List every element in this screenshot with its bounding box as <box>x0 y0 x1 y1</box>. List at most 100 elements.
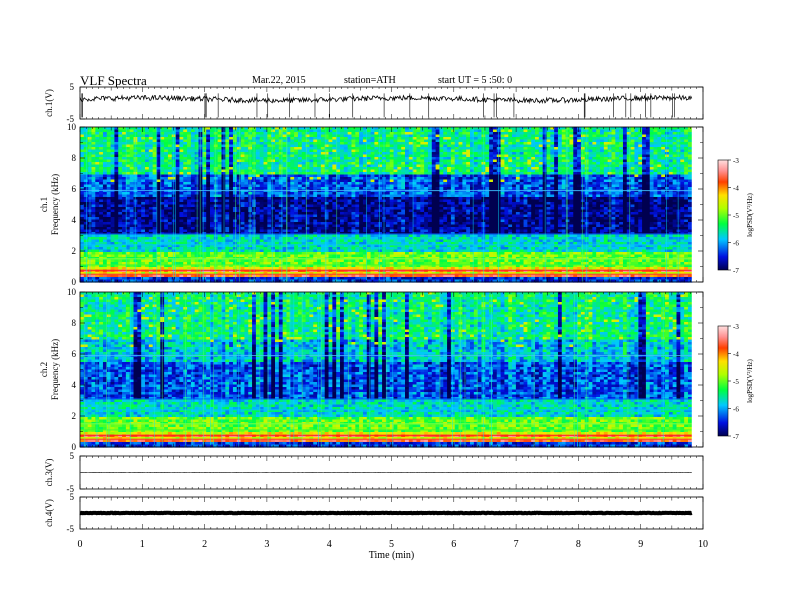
spectrogram-cell <box>355 142 360 146</box>
spectrogram-cell <box>557 127 563 131</box>
spectrogram-cell <box>492 142 498 146</box>
spectrogram-cell <box>374 134 379 138</box>
spectrogram-cell <box>592 137 597 141</box>
spectrogram-cell <box>512 149 517 153</box>
spectrogram-cell <box>183 152 188 156</box>
spectrogram-cell <box>393 147 398 151</box>
spectrogram-cell <box>504 142 509 146</box>
spectrogram-cell <box>435 134 441 138</box>
spectrogram-cell <box>676 147 681 151</box>
spectrogram-cell <box>665 152 670 156</box>
spectrogram-cell <box>531 134 536 138</box>
spectrogram-cell <box>519 154 525 158</box>
spectrogram-cell <box>385 152 391 156</box>
spectrogram-cell <box>496 127 502 131</box>
spectrogram-cell <box>611 134 616 138</box>
spectrogram-cell <box>645 129 651 133</box>
spectrogram-cell <box>611 142 616 146</box>
spectrogram-cell <box>294 149 299 153</box>
spectrogram-cell <box>110 127 116 131</box>
spectrogram-cell <box>282 132 288 136</box>
spectrogram-cell <box>420 149 425 153</box>
spectrogram-cell <box>630 149 636 153</box>
spectrogram-cell <box>405 132 410 136</box>
spectrogram-cell <box>389 149 395 153</box>
spectrogram-cell <box>638 142 643 146</box>
spectrogram-cell <box>133 132 138 136</box>
spectrogram-cell <box>626 144 632 148</box>
spectrogram-cell <box>649 144 655 148</box>
spectrogram-cell <box>370 149 376 153</box>
spectrogram-cell <box>405 142 410 146</box>
spectrogram-cell <box>523 152 528 156</box>
spectrogram-cell <box>492 127 498 131</box>
spectrogram-cell <box>305 137 311 141</box>
spectrogram-cell <box>431 127 437 131</box>
spectrogram-cell <box>412 132 418 136</box>
spectrogram-cell <box>557 137 563 141</box>
spectrogram-cell <box>615 147 620 151</box>
ch1-spectrogram <box>80 127 703 283</box>
spectrogram-cell <box>320 139 326 143</box>
spectrogram-cell <box>600 152 605 156</box>
spectrogram-cell <box>263 149 268 153</box>
spectrogram-cell <box>592 134 597 138</box>
spectrogram-cell <box>125 137 131 141</box>
spectrogram-cell <box>535 132 540 136</box>
spectrogram-cell <box>538 144 544 148</box>
spectrogram-cell <box>535 154 540 158</box>
spectrogram-cell <box>470 144 475 148</box>
spectrogram-cell <box>424 139 429 143</box>
spectrogram-cell <box>102 129 108 133</box>
spectrogram-cell <box>569 142 574 146</box>
spectrogram-cell <box>114 139 119 143</box>
spectrogram-cell <box>217 149 223 153</box>
spectrogram-cell <box>665 132 670 136</box>
spectrogram-cell <box>573 137 578 141</box>
spectrogram-cell <box>210 132 215 136</box>
spectrogram-cell <box>125 129 131 133</box>
spectrogram-cell <box>401 144 406 148</box>
spectrogram-cell <box>531 149 536 153</box>
spectrogram-cell <box>485 142 490 146</box>
spectrogram-cell <box>687 144 693 148</box>
spectrogram-cell <box>99 127 104 131</box>
spectrogram-cell <box>492 147 498 151</box>
spectrogram-cell <box>171 129 177 133</box>
spectrogram-cell <box>489 147 494 151</box>
spectrogram-cell <box>473 137 479 141</box>
spectrogram-cell <box>263 132 268 136</box>
spectrogram-cell <box>588 137 593 141</box>
spectrogram-cell <box>362 129 368 133</box>
spectrogram-cell <box>187 132 192 136</box>
spectrogram-cell <box>431 137 437 141</box>
spectrogram-cell <box>527 142 532 146</box>
spectrogram-cell <box>420 147 425 151</box>
spectrogram-cell <box>145 142 150 146</box>
spectrogram-cell <box>561 129 567 133</box>
spectrogram-cell <box>198 149 203 153</box>
spectrogram-cell <box>301 142 307 146</box>
spectrogram-cell <box>206 149 211 153</box>
spectrogram-cell <box>164 129 169 133</box>
spectrogram-cell <box>317 139 322 143</box>
spectrogram-cell <box>611 129 616 133</box>
spectrogram-cell <box>676 129 681 133</box>
spectrogram-cell <box>473 144 479 148</box>
spectrogram-cell <box>244 137 249 141</box>
spectrogram-cell <box>611 144 616 148</box>
spectrogram-cell <box>458 154 463 158</box>
spectrogram-cell <box>305 149 311 153</box>
spectrogram-cell <box>210 127 215 131</box>
spectrogram-cell <box>622 139 628 143</box>
spectrogram-cell <box>393 149 398 153</box>
spectrogram-cell <box>255 139 261 143</box>
spectrogram-cell <box>152 134 158 138</box>
spectrogram-cell <box>202 134 207 138</box>
spectrogram-cell <box>596 149 601 153</box>
spectrogram-cell <box>672 134 678 138</box>
spectrogram-cell <box>687 139 693 143</box>
spectrogram-cell <box>328 142 333 146</box>
spectrogram-cell <box>496 142 502 146</box>
spectrogram-cell <box>236 154 242 158</box>
